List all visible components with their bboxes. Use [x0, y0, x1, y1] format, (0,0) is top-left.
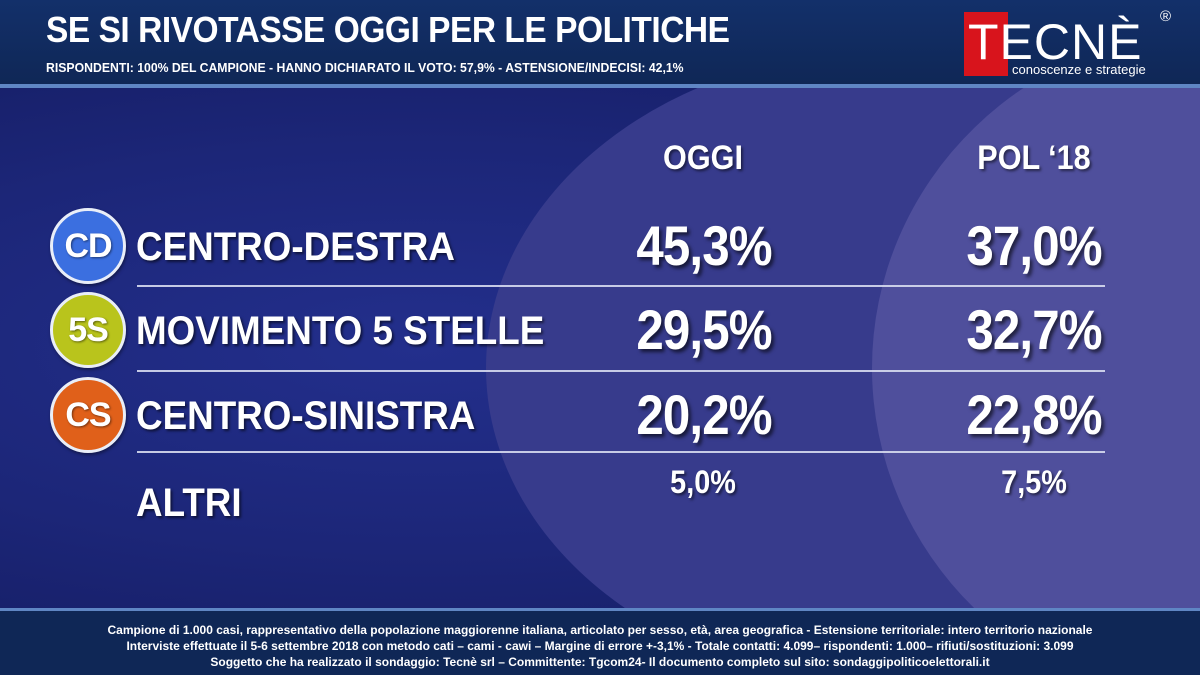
party-label: MOVIMENTO 5 STELLE — [136, 309, 545, 353]
header-divider — [0, 84, 1200, 88]
page-title: SE SI RIVOTASSE OGGI PER LE POLITICHE — [46, 9, 730, 50]
value-pol18: 22,8% — [966, 383, 1102, 446]
value-oggi: 45,3% — [636, 214, 772, 277]
party-label: CENTRO-DESTRA — [136, 225, 455, 269]
logo-red-box — [964, 12, 1008, 76]
logo-registered-mark: ® — [1160, 8, 1172, 25]
table-row: CS CENTRO-SINISTRA 20,2% 22,8% — [0, 377, 1200, 457]
table-row: CD CENTRO-DESTRA 45,3% 37,0% — [0, 208, 1200, 288]
logo-wordmark: TECNÈ — [968, 14, 1143, 70]
badge-cs: CS — [50, 377, 126, 453]
row-divider — [137, 370, 1105, 372]
footer-divider — [0, 608, 1200, 611]
value-pol18: 32,7% — [966, 298, 1102, 361]
value-pol18: 37,0% — [966, 214, 1102, 277]
footer-methodology-line2: Interviste effettuate il 5-6 settembre 2… — [126, 639, 1074, 653]
row-divider — [137, 451, 1105, 453]
badge-cd: CD — [50, 208, 126, 284]
value-pol18-altri: 7,5% — [1001, 464, 1067, 500]
party-label: CENTRO-SINISTRA — [136, 394, 476, 438]
value-oggi: 29,5% — [636, 298, 772, 361]
badge-5s: 5S — [50, 292, 126, 368]
table-row: 5S MOVIMENTO 5 STELLE 29,5% 32,7% — [0, 292, 1200, 372]
logo-tagline: conoscenze e strategie — [1012, 62, 1146, 77]
value-oggi: 20,2% — [636, 383, 772, 446]
results-panel — [0, 88, 1200, 608]
footer-methodology-line3: Soggetto che ha realizzato il sondaggio:… — [210, 655, 990, 669]
column-header-oggi: OGGI — [663, 139, 743, 177]
footer-methodology-line1: Campione di 1.000 casi, rappresentativo … — [107, 623, 1093, 637]
page-subtitle: RISPONDENTI: 100% DEL CAMPIONE - HANNO D… — [46, 61, 684, 75]
value-oggi-altri: 5,0% — [670, 464, 736, 500]
party-label-altri: ALTRI — [136, 481, 242, 525]
footer-bar — [0, 608, 1200, 675]
row-divider — [137, 285, 1105, 287]
tecne-logo: TECNÈ ® conoscenze e strategie — [964, 8, 1179, 78]
column-header-pol18: POL ‘18 — [977, 139, 1091, 177]
